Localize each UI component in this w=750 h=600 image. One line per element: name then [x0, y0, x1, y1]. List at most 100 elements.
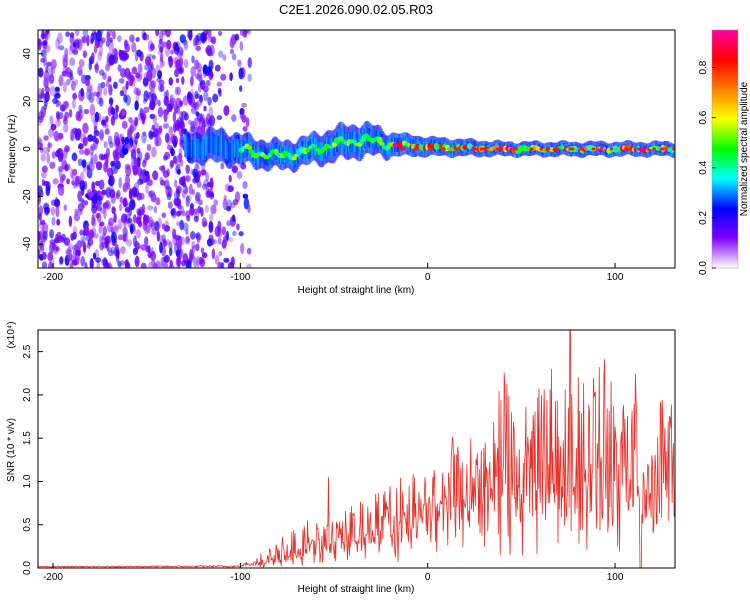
noise-blob — [148, 130, 154, 140]
noise-blob — [169, 159, 174, 170]
noise-blob — [169, 259, 173, 268]
noise-blob — [157, 106, 164, 118]
noise-blob — [147, 244, 151, 254]
noise-blob — [142, 160, 147, 168]
noise-blob — [56, 113, 61, 123]
noise-blob — [108, 175, 115, 187]
noise-blob — [207, 30, 212, 39]
noise-blob — [199, 74, 203, 87]
signal-band — [194, 138, 197, 156]
snr-y-multiplier: (x10⁴) — [6, 321, 17, 348]
noise-blob — [190, 230, 196, 240]
noise-blob — [190, 120, 195, 133]
noise-blob — [86, 170, 92, 178]
noise-blob — [136, 157, 141, 167]
noise-blob — [101, 116, 107, 128]
noise-blob — [127, 218, 133, 224]
noise-blob — [89, 145, 94, 156]
signal-core — [379, 142, 385, 146]
signal-band — [231, 141, 234, 161]
noise-blob — [124, 136, 130, 146]
signal-band — [219, 134, 222, 155]
noise-blob — [193, 208, 198, 214]
spectrogram-y-tick-label: 0 — [22, 146, 33, 152]
noise-blob — [227, 185, 234, 193]
snr-x-tick-label: 0 — [425, 572, 431, 583]
noise-blob — [44, 206, 50, 216]
noise-blob — [108, 250, 114, 257]
noise-blob — [174, 105, 181, 115]
noise-blob — [100, 81, 106, 89]
noise-blob — [92, 30, 97, 37]
noise-blob — [203, 105, 207, 112]
noise-blob — [100, 154, 106, 160]
noise-blob — [125, 258, 129, 268]
noise-blob — [191, 240, 196, 250]
noise-blob — [226, 220, 232, 227]
noise-blob — [197, 205, 201, 214]
noise-blob — [69, 69, 74, 81]
signal-band — [213, 135, 216, 155]
noise-blob — [49, 115, 54, 126]
noise-blob — [88, 229, 95, 240]
noise-blob — [242, 126, 248, 132]
snr-x-tick-label: 100 — [607, 572, 624, 583]
noise-blob — [221, 226, 226, 236]
noise-blob — [193, 215, 199, 223]
noise-blob — [191, 55, 195, 64]
noise-blob — [57, 132, 64, 140]
noise-blob — [66, 178, 70, 185]
noise-blob — [98, 133, 104, 139]
noise-blob — [199, 116, 206, 124]
noise-blob — [137, 112, 143, 121]
noise-blob — [86, 34, 90, 47]
noise-blob — [238, 231, 244, 237]
spectrogram-x-tick-label: 0 — [425, 272, 431, 283]
signal-peak — [479, 147, 486, 151]
signal-peak — [442, 147, 446, 151]
noise-blob — [186, 214, 191, 222]
noise-blob — [174, 235, 181, 241]
noise-blob — [111, 231, 117, 244]
noise-blob — [239, 107, 245, 116]
noise-blob — [161, 30, 168, 36]
noise-blob — [43, 135, 49, 141]
noise-blob — [211, 248, 216, 260]
noise-blob — [196, 69, 203, 82]
noise-blob — [57, 100, 62, 107]
noise-blob — [155, 64, 161, 75]
noise-blob — [84, 262, 88, 268]
noise-blob — [194, 73, 201, 80]
noise-blob — [158, 42, 164, 51]
noise-blob — [208, 220, 214, 233]
noise-blob — [164, 225, 171, 232]
noise-blob — [158, 125, 163, 133]
noise-blob — [45, 30, 50, 34]
colorbar-gradient — [712, 30, 738, 268]
noise-blob — [79, 149, 85, 155]
signal-band — [195, 138, 199, 157]
signal-band — [206, 135, 209, 155]
noise-blob — [190, 88, 194, 100]
noise-blob — [136, 208, 142, 215]
noise-blob — [134, 136, 138, 146]
signal-band — [199, 141, 203, 160]
noise-blob — [223, 105, 230, 116]
noise-blob — [141, 203, 146, 216]
noise-blob — [72, 49, 79, 55]
noise-blob — [51, 151, 56, 159]
noise-blob — [206, 44, 212, 57]
noise-blob — [81, 35, 88, 44]
noise-blob — [180, 236, 185, 246]
noise-blob — [177, 204, 182, 210]
noise-blob — [89, 157, 94, 168]
noise-blob — [193, 212, 200, 218]
noise-blob — [177, 168, 181, 175]
noise-blob — [246, 263, 252, 268]
spectrogram-ylabel: Frequency (Hz) — [7, 115, 18, 184]
noise-blob — [200, 113, 205, 123]
noise-blob — [95, 257, 101, 263]
noise-blob — [214, 64, 221, 72]
noise-blob — [51, 216, 56, 226]
noise-blob — [124, 143, 131, 149]
